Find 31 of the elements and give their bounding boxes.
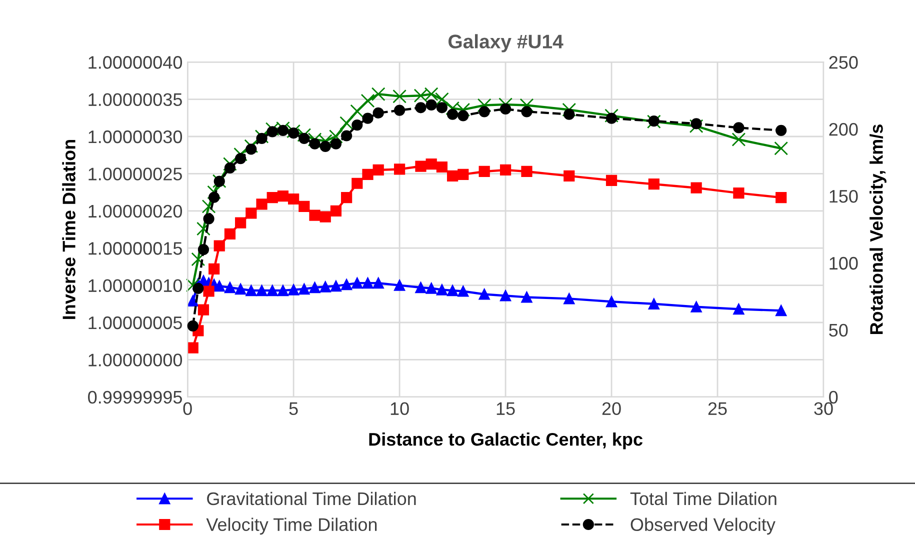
y-tick-label: 1.00000040: [88, 56, 182, 69]
y-tick-label: 1.00000015: [88, 242, 182, 255]
x-tick-label: 30: [814, 402, 833, 416]
legend-label: Total Time Dilation: [630, 492, 776, 506]
y-tick-label: 0.99999995: [88, 390, 182, 404]
y-axis-title: Inverse Time Dilation: [62, 140, 76, 319]
y-tick-label: 1.00000000: [88, 354, 182, 366]
legend-label: Observed Velocity: [630, 518, 776, 535]
y2-tick-label: 0: [829, 390, 838, 404]
y2-axis-title: Rotational Velocity, km/s: [870, 124, 886, 334]
x-axis-title: Distance to Galactic Center, kpc: [369, 432, 642, 450]
x-tick-label: 25: [708, 402, 727, 416]
y-tick-label: 1.00000020: [88, 204, 182, 218]
legend-label: Velocity Time Dilation: [206, 518, 377, 535]
y-tick-label: 1.00000010: [88, 279, 182, 292]
y2-tick-label: 250: [829, 56, 858, 69]
y2-tick-label: 150: [830, 190, 858, 203]
y2-tick-label: 200: [829, 122, 858, 136]
y-tick-label: 1.00000035: [88, 93, 182, 106]
y2-tick-label: 100: [830, 256, 858, 270]
legend-label: Gravitational Time Dilation: [207, 492, 416, 506]
y2-tick-label: 50: [829, 324, 848, 337]
y-tick-label: 1.00000030: [88, 130, 182, 144]
x-tick-label: 15: [496, 402, 515, 416]
chart-title: Galaxy #U14: [448, 34, 564, 52]
y-tick-label: 1.00000025: [88, 168, 182, 180]
x-tick-label: 5: [289, 402, 298, 416]
x-tick-label: 20: [602, 402, 621, 416]
x-tick-label: 0: [183, 402, 192, 416]
y-tick-label: 1.00000005: [88, 316, 182, 330]
x-tick-label: 10: [390, 402, 409, 416]
